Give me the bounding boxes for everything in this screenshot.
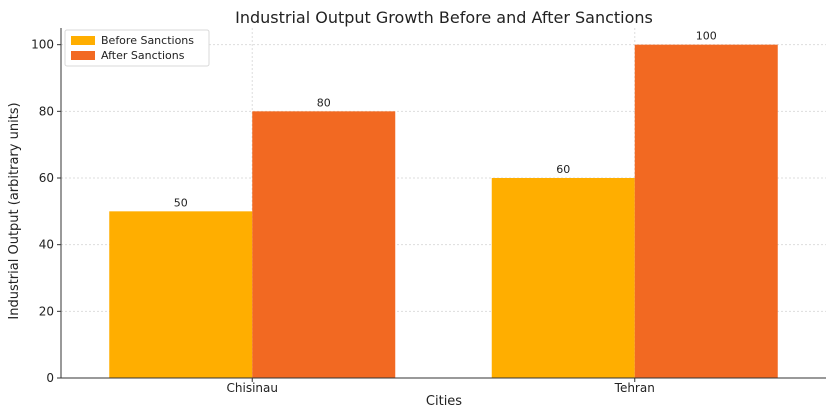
ticks-layer: 0 20 40 60 80 100 Chisinau Tehran xyxy=(31,38,655,395)
y-tick-label: 80 xyxy=(39,104,54,118)
y-tick-label: 20 xyxy=(39,304,54,318)
legend-swatch-before-sanctions xyxy=(71,36,95,45)
chart-title: Industrial Output Growth Before and Afte… xyxy=(235,8,653,27)
y-tick-label: 40 xyxy=(39,238,54,252)
y-tick-label: 60 xyxy=(39,171,54,185)
legend-label-after-sanctions: After Sanctions xyxy=(101,49,185,62)
x-tick-label-chisinau: Chisinau xyxy=(227,381,278,395)
y-tick-label: 0 xyxy=(46,371,54,385)
bar-tehran-before-sanctions xyxy=(491,178,635,378)
bar-chisinau-before-sanctions xyxy=(109,211,253,378)
legend-box xyxy=(64,29,210,67)
bar-tehran-after-sanctions xyxy=(634,44,778,379)
x-axis-label: Cities xyxy=(426,394,462,408)
legend-swatch-after-sanctions xyxy=(71,51,95,60)
legend: Before Sanctions After Sanctions xyxy=(64,29,210,67)
data-label: 60 xyxy=(556,163,570,176)
axes-layer xyxy=(60,28,826,379)
bars-layer xyxy=(109,44,778,379)
labels-layer: 50 80 60 100 xyxy=(174,30,717,210)
y-axis-label: Industrial Output (arbitrary units) xyxy=(7,102,22,319)
data-label: 80 xyxy=(317,96,331,109)
bar-chisinau-after-sanctions xyxy=(252,111,396,378)
data-label: 50 xyxy=(174,196,188,209)
legend-label-before-sanctions: Before Sanctions xyxy=(101,34,194,47)
data-label: 100 xyxy=(696,30,717,43)
x-tick-label-tehran: Tehran xyxy=(614,381,655,395)
y-tick-label: 100 xyxy=(31,38,54,52)
